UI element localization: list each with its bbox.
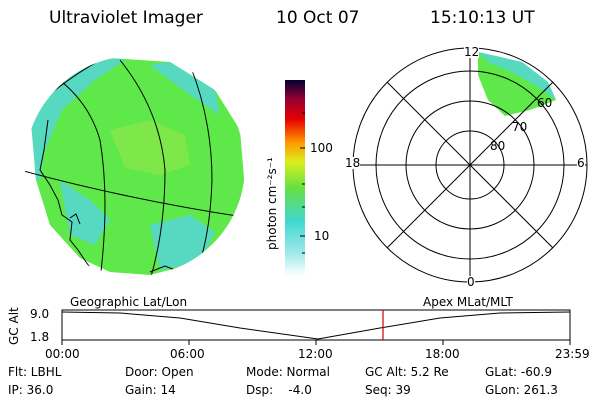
ip-value: IP: 36.0: [8, 383, 54, 397]
timeline-right-caption: Apex MLat/MLT: [423, 295, 513, 309]
mlt-label-0: 0: [467, 275, 475, 289]
timeline-plot: [61, 309, 571, 345]
timeline-ytick-9: 9.0: [30, 307, 50, 321]
mlt-label-6: 6: [577, 156, 585, 170]
timeline-xtick-0600: 06:00: [170, 347, 205, 361]
dsp-value: Dsp: -4.0: [246, 383, 312, 397]
geographic-longitude: GLon: 261.3: [485, 383, 558, 397]
coastline: [39, 119, 93, 271]
geographic-latitude: GLat: -60.9: [485, 365, 552, 379]
timeline-xtick-1200: 12:00: [298, 347, 333, 361]
filter-status: Flt: LBHL: [8, 365, 62, 379]
instrument-title: Ultraviolet Imager: [49, 8, 203, 28]
date-label: 10 Oct 07: [276, 8, 360, 28]
timeline-xtick-0000: 00:00: [45, 347, 80, 361]
geographic-map: [25, 56, 245, 276]
mode-status: Mode: Normal: [246, 365, 330, 379]
color-bar: [285, 80, 305, 276]
mlt-label-12: 12: [464, 45, 480, 59]
timeline-axis-label: GC Alt: [7, 307, 21, 345]
lat-label-60: 60: [537, 96, 553, 110]
door-status: Door: Open: [125, 365, 194, 379]
colorbar-tick-100: 100: [310, 141, 333, 155]
timeline-left-caption: Geographic Lat/Lon: [70, 295, 188, 309]
colorbar-tick-10: 10: [314, 229, 330, 243]
timeline-xtick-2359: 23:59: [555, 347, 590, 361]
polar-plot: [352, 47, 588, 283]
gain-value: Gain: 14: [125, 383, 176, 397]
timeline-xtick-1800: 18:00: [425, 347, 460, 361]
lat-label-70: 70: [512, 120, 528, 134]
mlt-label-18: 18: [345, 156, 361, 170]
altitude-curve: [61, 311, 571, 340]
gc-altitude: GC Alt: 5.2 Re: [365, 365, 449, 379]
colorbar-label: photon cm⁻²s⁻¹: [265, 157, 279, 250]
lat-label-80: 80: [490, 139, 506, 153]
time-label: 15:10:13 UT: [430, 8, 535, 28]
timeline-ytick-1-8: 1.8: [30, 330, 50, 344]
sequence-number: Seq: 39: [365, 383, 411, 397]
